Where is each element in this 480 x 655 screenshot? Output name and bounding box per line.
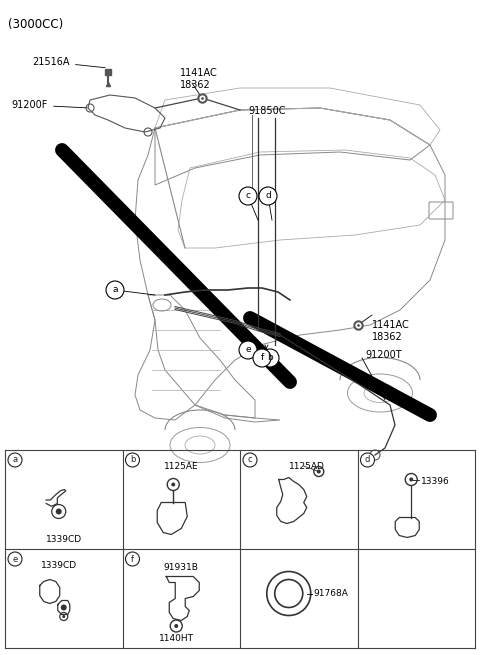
Text: e: e <box>12 555 18 563</box>
Circle shape <box>243 453 257 467</box>
Text: c: c <box>245 191 251 200</box>
Text: d: d <box>365 455 370 464</box>
Circle shape <box>261 349 279 367</box>
Text: 91200T: 91200T <box>365 350 402 360</box>
Circle shape <box>317 470 321 474</box>
Text: d: d <box>265 191 271 200</box>
Text: 1140HT: 1140HT <box>159 634 194 643</box>
Text: 1141AC
18362: 1141AC 18362 <box>372 320 410 343</box>
Circle shape <box>8 552 22 566</box>
Text: f: f <box>260 354 264 362</box>
Text: f: f <box>131 555 134 563</box>
Circle shape <box>239 187 257 205</box>
Text: 91200F: 91200F <box>12 100 87 110</box>
Circle shape <box>259 187 277 205</box>
Text: 91768A: 91768A <box>314 589 348 598</box>
Text: 1339CD: 1339CD <box>41 561 77 570</box>
Text: 13396: 13396 <box>421 477 450 486</box>
Text: (3000CC): (3000CC) <box>8 18 63 31</box>
Circle shape <box>239 341 257 359</box>
Circle shape <box>62 615 65 618</box>
Text: c: c <box>248 455 252 464</box>
Text: 1339CD: 1339CD <box>46 535 82 544</box>
Text: a: a <box>112 286 118 295</box>
Text: 1125AE: 1125AE <box>164 462 199 471</box>
Text: 91931B: 91931B <box>164 563 199 572</box>
Text: 1141AC
18362: 1141AC 18362 <box>180 68 218 90</box>
Circle shape <box>56 508 62 514</box>
Circle shape <box>360 453 374 467</box>
Text: 21516A: 21516A <box>33 57 105 67</box>
Text: a: a <box>12 455 18 464</box>
Circle shape <box>61 605 67 610</box>
Circle shape <box>253 349 271 367</box>
Circle shape <box>8 453 22 467</box>
Circle shape <box>409 477 413 481</box>
Text: 1125AD: 1125AD <box>289 462 324 471</box>
Text: b: b <box>267 354 273 362</box>
Circle shape <box>125 552 140 566</box>
Circle shape <box>106 281 124 299</box>
Circle shape <box>125 453 140 467</box>
Text: 91850C: 91850C <box>248 106 286 116</box>
Circle shape <box>171 483 175 487</box>
Text: e: e <box>245 345 251 354</box>
Circle shape <box>174 624 178 628</box>
Text: b: b <box>130 455 135 464</box>
